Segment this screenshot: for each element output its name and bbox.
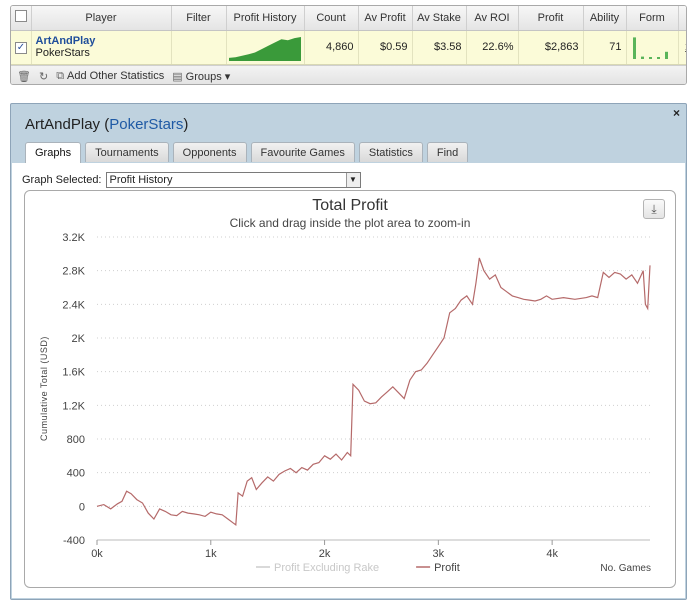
graphs-panel: Graph Selected: Profit History ▼ Total P… [12, 163, 685, 598]
column-header-profit-history[interactable]: Profit History [226, 6, 305, 31]
graph-selected-label: Graph Selected: [22, 174, 102, 186]
profit-cell: $2,863 [518, 30, 584, 65]
row-select-cell[interactable]: ✓ [11, 30, 32, 65]
window-title-player: ArtAndPlay [25, 116, 101, 133]
form-bar [640, 56, 644, 59]
tab-tournaments[interactable]: Tournaments [85, 142, 169, 162]
table-row[interactable]: ✓ ArtAndPlay PokerStars 4,860 $0.59 $3.5… [11, 30, 686, 65]
refresh-icon[interactable]: ↻ [38, 70, 49, 83]
x-tick-label: 4k [546, 548, 558, 560]
y-tick-label: 1.2K [62, 400, 85, 412]
column-header-ability[interactable]: Ability [583, 6, 627, 31]
window-close-icon[interactable]: × [672, 106, 680, 120]
groups-label: Groups ▾ [185, 70, 231, 83]
y-tick-label: 400 [67, 468, 85, 480]
tab-graphs[interactable]: Graphs [25, 142, 82, 164]
sparkline-area [228, 36, 301, 61]
form-bar [632, 36, 636, 59]
column-header-filter[interactable]: Filter [171, 6, 227, 31]
y-axis-label: Cumulative Total (USD) [39, 336, 49, 441]
add-other-statistics-button[interactable]: ⧉ Add Other Statistics [56, 70, 164, 83]
window-title: ArtAndPlay (PokerStars) [25, 116, 189, 133]
x-tick-label: 1k [205, 548, 217, 560]
add-table-icon: ⧉ [56, 69, 65, 82]
form-bar [664, 51, 668, 59]
download-export-button[interactable]: ⤓ [643, 199, 665, 219]
series-line-profit[interactable] [96, 257, 651, 527]
x-axis-label: No. Games [600, 563, 651, 574]
column-header-av-stake[interactable]: Av Stake [412, 6, 467, 31]
table-header-row: Player Filter Profit History Count Av Pr… [11, 6, 686, 31]
download-icon: ⤓ [651, 202, 657, 216]
profit-history-cell [226, 30, 305, 65]
column-header-av-profit[interactable]: Av Profit [358, 6, 413, 31]
tab-opponents[interactable]: Opponents [172, 142, 247, 162]
graph-select-dropdown[interactable]: Profit History ▼ [105, 172, 361, 188]
y-tick-label: -400 [63, 535, 85, 547]
player-stats-table: Player Filter Profit History Count Av Pr… [11, 6, 686, 65]
profit-chart-container[interactable]: Total Profit Click and drag inside the p… [24, 190, 676, 588]
x-tick-label: 0k [91, 548, 103, 560]
legend-item-label[interactable]: Profit [434, 562, 460, 574]
graph-selector-row: Graph Selected: Profit History ▼ [22, 172, 361, 188]
groups-dropdown[interactable]: ▤ Groups ▾ [172, 70, 230, 83]
av-stake-cell: $3.58 [412, 30, 467, 65]
count-cell: 4,860 [304, 30, 359, 65]
row-checkbox[interactable]: ✓ [15, 41, 27, 54]
filter-cell[interactable] [171, 30, 227, 65]
column-header-profit[interactable]: Profit [518, 6, 584, 31]
select-all-header[interactable] [11, 6, 32, 31]
chart-title: Total Profit [312, 197, 388, 214]
column-header-av-roi[interactable]: Av ROI [466, 6, 519, 31]
tab-find[interactable]: Find [426, 142, 469, 162]
player-name-link[interactable]: ArtAndPlay [35, 35, 96, 47]
tab-statistics[interactable]: Statistics [358, 142, 423, 162]
av-profit-cell: $0.59 [358, 30, 413, 65]
ability-cell: 71 [583, 30, 627, 65]
x-tick-label: 2k [319, 548, 331, 560]
window-title-site[interactable]: PokerStars [109, 116, 184, 133]
chart-subtitle: Click and drag inside the plot area to z… [229, 216, 471, 230]
form-bar [656, 56, 660, 59]
player-stats-panel: Player Filter Profit History Count Av Pr… [10, 5, 687, 85]
window-tabs: Graphs Tournaments Opponents Favourite G… [25, 142, 469, 164]
form-bar [648, 56, 652, 59]
trash-icon[interactable]: 🗑 [17, 70, 31, 83]
column-header-form[interactable]: Form [626, 6, 679, 31]
y-tick-label: 1.6K [62, 367, 85, 379]
remove-cell[interactable]: x [678, 30, 686, 65]
y-tick-label: 800 [67, 434, 85, 446]
av-roi-cell: 22.6% [466, 30, 519, 65]
add-other-statistics-label: Add Other Statistics [67, 70, 165, 82]
y-tick-label: 2.4K [62, 299, 85, 311]
y-tick-label: 2K [72, 333, 86, 345]
column-header-count[interactable]: Count [304, 6, 359, 31]
player-site: PokerStars [35, 47, 90, 59]
profit-chart[interactable]: -400 0 400 800 1.2K 1.6K 2K 2.4K 2.8K 3.2K 0k 1k 2k 3… [25, 191, 675, 587]
player-window: ArtAndPlay (PokerStars) × Graphs Tournam… [10, 103, 687, 600]
player-cell[interactable]: ArtAndPlay PokerStars [31, 30, 172, 65]
graph-select-value: Profit History [109, 174, 173, 186]
form-bar-chart [632, 36, 668, 59]
form-cell [626, 30, 679, 65]
stats-toolbar: 🗑 ↻ ⧉ Add Other Statistics ▤ Groups ▾ [11, 65, 686, 84]
dropdown-arrow-icon[interactable]: ▼ [345, 173, 360, 187]
legend-item-label[interactable]: Profit Excluding Rake [274, 562, 379, 574]
y-tick-label: 0 [79, 501, 85, 513]
tab-favourite-games[interactable]: Favourite Games [250, 142, 355, 162]
select-all-checkbox[interactable] [14, 10, 27, 23]
column-header-player[interactable]: Player [31, 6, 172, 31]
groups-icon: ▤ [172, 70, 183, 83]
profit-history-sparkline [228, 36, 301, 61]
remove-player-button[interactable]: x [685, 41, 686, 53]
column-header-remove [678, 6, 686, 31]
y-tick-label: 2.8K [62, 266, 85, 278]
y-tick-label: 3.2K [62, 232, 85, 244]
x-tick-label: 3k [433, 548, 445, 560]
